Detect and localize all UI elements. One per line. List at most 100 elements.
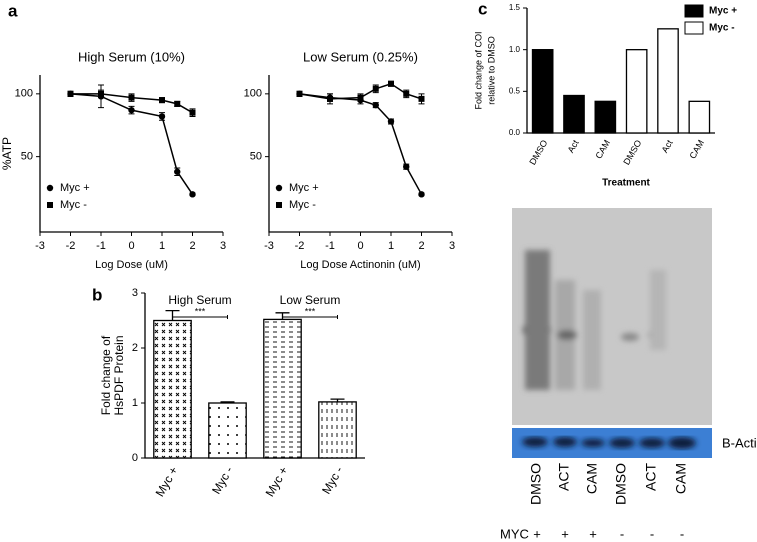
bar xyxy=(688,100,711,134)
group-label: Low Serum xyxy=(280,293,341,307)
x-tick-label: 2 xyxy=(418,240,424,252)
y-tick-label: 1 xyxy=(132,397,138,409)
group-label: High Serum xyxy=(168,293,231,307)
marker xyxy=(174,100,181,107)
x-tick-label: Myc + xyxy=(263,464,291,499)
bar xyxy=(657,28,679,134)
x-tick-label: CAM xyxy=(593,138,612,160)
x-tick-label: -1 xyxy=(325,240,335,252)
y-tick-label: 50 xyxy=(250,151,262,163)
significance-label: *** xyxy=(195,306,206,316)
x-tick-label: 0 xyxy=(128,240,134,252)
bar xyxy=(625,49,648,134)
x-tick-label: Myc - xyxy=(209,464,236,496)
panel-label: c xyxy=(478,0,487,18)
marker xyxy=(128,94,135,101)
marker xyxy=(372,101,379,109)
y-tick-label: 1.0 xyxy=(509,45,521,54)
chart-title: High Serum (10%) xyxy=(78,49,185,64)
y-tick-label: 0.5 xyxy=(509,86,521,95)
row-value: + xyxy=(561,526,569,541)
legend-label: Myc + xyxy=(709,6,737,17)
legend-label: Myc - xyxy=(60,199,87,211)
row-value: + xyxy=(589,526,597,541)
legend-marker xyxy=(275,184,283,192)
x-tick-label: -2 xyxy=(295,240,305,252)
x-tick-label: -1 xyxy=(96,240,106,252)
marker xyxy=(67,90,74,97)
y-tick-label: 100 xyxy=(244,88,262,100)
chart-title: Low Serum (0.25%) xyxy=(303,49,418,64)
marker xyxy=(387,118,395,125)
y-tick-label: 2 xyxy=(132,342,138,354)
lane-label: DMSO xyxy=(528,463,544,505)
bar xyxy=(208,402,247,459)
y-axis-label: %ATP xyxy=(0,137,14,170)
lane-label: CAM xyxy=(584,463,600,494)
marker xyxy=(174,168,181,175)
bar xyxy=(263,318,302,459)
marker xyxy=(327,95,333,102)
row-value: - xyxy=(650,526,654,541)
bar xyxy=(318,401,357,459)
marker xyxy=(418,191,425,198)
x-axis-label: Treatment xyxy=(602,178,650,189)
y-tick-label: 0 xyxy=(132,452,138,464)
marker xyxy=(388,80,394,87)
marker xyxy=(189,191,196,198)
x-axis-label: Log Dose (uM) xyxy=(95,259,168,271)
y-tick-label: 0.0 xyxy=(509,128,521,137)
series-line xyxy=(299,93,423,195)
blot-image xyxy=(512,208,712,458)
lane-label: ACT xyxy=(556,463,572,491)
x-tick-label: CAM xyxy=(687,138,706,160)
y-tick-label: 100 xyxy=(15,88,33,100)
error-bar xyxy=(220,401,235,403)
marker xyxy=(296,90,303,97)
x-tick-label: Myc - xyxy=(319,464,346,496)
legend-swatch xyxy=(684,4,704,18)
bar xyxy=(531,49,554,134)
x-axis-label: Log Dose Actinonin (uM) xyxy=(300,259,420,271)
significance-bracket xyxy=(172,315,228,319)
marker xyxy=(357,94,364,101)
x-tick-label: 3 xyxy=(449,240,455,252)
panel-label: b xyxy=(92,285,102,304)
legend-swatch xyxy=(684,21,704,35)
y-tick-label: 3 xyxy=(132,287,138,299)
y-tick-label: 50 xyxy=(21,151,33,163)
y-axis-label: HsPDF Protein xyxy=(112,335,126,415)
error-bar xyxy=(330,398,345,402)
marker xyxy=(372,85,379,92)
legend-label: Myc - xyxy=(289,199,316,211)
x-tick-label: 1 xyxy=(388,240,394,252)
x-tick-label: Myc + xyxy=(153,464,181,499)
significance-bracket xyxy=(282,315,338,319)
x-tick-label: Act xyxy=(660,138,675,155)
x-tick-label: -3 xyxy=(264,240,274,252)
legend-marker xyxy=(46,184,54,192)
legend-label: Myc + xyxy=(60,182,90,194)
marker xyxy=(158,113,166,120)
x-tick-label: 1 xyxy=(159,240,165,252)
x-tick-label: Act xyxy=(566,138,581,155)
legend-label: Myc - xyxy=(709,23,735,34)
x-tick-label: 2 xyxy=(189,240,195,252)
marker xyxy=(98,90,104,97)
marker xyxy=(403,163,410,170)
legend-marker xyxy=(276,202,282,208)
marker xyxy=(418,95,425,102)
y-tick-label: 1.5 xyxy=(509,3,521,12)
y-axis-label: Fold change of COI xyxy=(473,31,483,109)
legend-marker xyxy=(47,202,53,208)
y-axis-label: relative to DMSO xyxy=(486,36,496,105)
row-value: + xyxy=(533,526,541,541)
significance-label: *** xyxy=(305,306,316,316)
x-tick-label: 0 xyxy=(357,240,363,252)
x-tick-label: -2 xyxy=(66,240,76,252)
row-value: - xyxy=(680,526,684,541)
lane-label: DMSO xyxy=(613,463,629,505)
band-label: B-Actin xyxy=(722,435,757,450)
row-value: - xyxy=(620,526,624,541)
